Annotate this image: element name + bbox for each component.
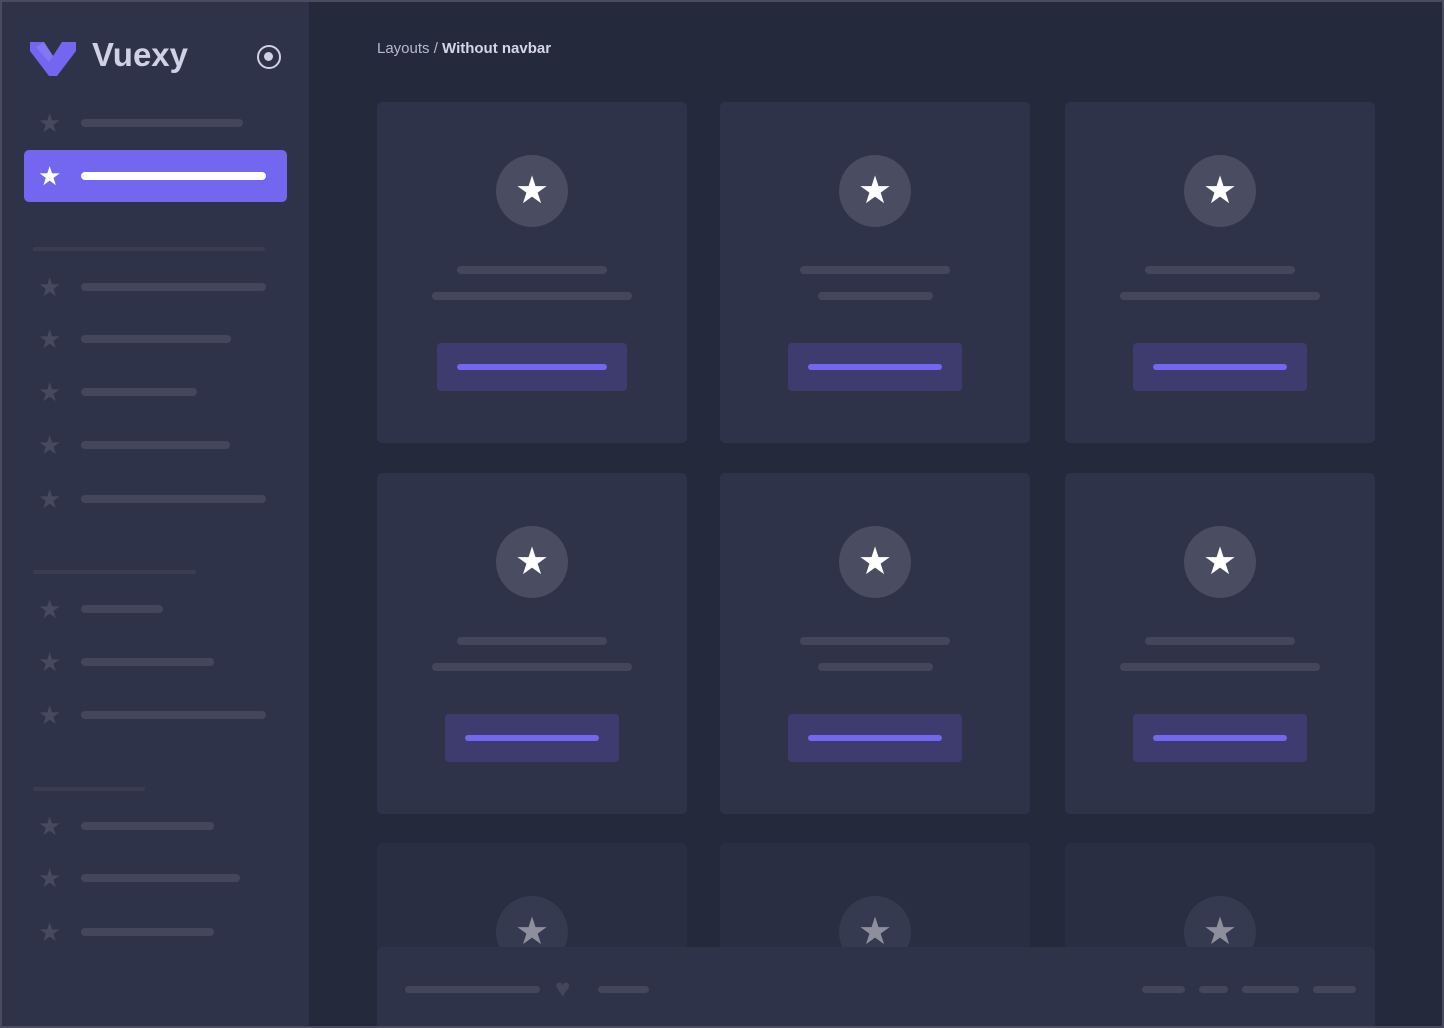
card-button[interactable] <box>1133 343 1307 391</box>
sidebar-item[interactable]: ★ <box>24 313 287 365</box>
sidebar-item-label-placeholder <box>81 335 231 343</box>
card: ★ <box>377 473 687 814</box>
card-text-placeholder <box>1120 292 1320 300</box>
button-label-placeholder <box>457 364 607 370</box>
card-button[interactable] <box>437 343 627 391</box>
sidebar-item-label-placeholder <box>81 711 266 719</box>
sidebar-item-label-placeholder <box>81 928 214 936</box>
sidebar-item-label-placeholder <box>81 658 214 666</box>
card-title-placeholder <box>800 266 950 274</box>
card-text-placeholder <box>1120 663 1320 671</box>
card: ★ <box>377 102 687 443</box>
star-icon: ★ <box>38 484 62 514</box>
card-button[interactable] <box>788 714 962 762</box>
sidebar-item[interactable]: ★ <box>24 261 287 313</box>
star-icon: ★ <box>38 161 62 191</box>
card-text-placeholder <box>817 292 933 300</box>
card-title-placeholder <box>800 637 950 645</box>
star-icon: ★ <box>496 526 568 598</box>
star-icon: ★ <box>38 108 62 138</box>
button-label-placeholder <box>808 735 942 741</box>
card-title-placeholder <box>457 637 607 645</box>
star-icon: ★ <box>38 811 62 841</box>
star-icon: ★ <box>38 863 62 893</box>
footer-text-placeholder <box>598 986 649 993</box>
card-button[interactable] <box>788 343 962 391</box>
star-icon: ★ <box>38 430 62 460</box>
card-title-placeholder <box>1145 266 1295 274</box>
breadcrumb-current: Without navbar <box>442 40 552 57</box>
button-label-placeholder <box>808 364 942 370</box>
star-icon: ★ <box>38 377 62 407</box>
star-icon: ★ <box>839 526 911 598</box>
star-icon: ★ <box>38 594 62 624</box>
star-icon: ★ <box>38 647 62 677</box>
sidebar-item[interactable]: ★ <box>24 473 287 525</box>
star-icon: ★ <box>38 917 62 947</box>
sidebar-item-label-placeholder <box>81 283 266 291</box>
sidebar-item-label-placeholder <box>81 388 197 396</box>
sidebar-item[interactable]: ★ <box>24 906 287 958</box>
sidebar-item[interactable]: ★ <box>24 689 287 741</box>
footer-link[interactable] <box>1142 986 1185 993</box>
vuexy-logo-icon <box>30 42 76 76</box>
sidebar-item-label-placeholder <box>81 495 266 503</box>
breadcrumb-parent[interactable]: Layouts / <box>377 40 438 57</box>
button-label-placeholder <box>465 735 599 741</box>
sidebar-item[interactable]: ★ <box>24 583 287 635</box>
star-icon: ★ <box>1184 155 1256 227</box>
sidebar: Vuexy ★ ★ ★ ★ ★ ★ ★ ★ ★ ★ ★ ★ ★ <box>2 2 309 1026</box>
sidebar-section-divider <box>33 787 145 791</box>
sidebar-item[interactable]: ★ <box>24 852 287 904</box>
sidebar-item-label-placeholder <box>81 822 214 830</box>
sidebar-item-label-placeholder <box>81 172 266 180</box>
sidebar-item[interactable]: ★ <box>24 800 287 852</box>
breadcrumb: Layouts / Without navbar <box>377 40 551 57</box>
sidebar-item-label-placeholder <box>81 119 243 127</box>
footer: ♥ <box>377 947 1375 1026</box>
sidebar-item[interactable]: ★ <box>24 97 287 149</box>
star-icon: ★ <box>38 324 62 354</box>
sidebar-item-label-placeholder <box>81 874 240 882</box>
star-icon: ★ <box>38 272 62 302</box>
pin-sidebar-toggle-icon[interactable] <box>257 45 281 69</box>
card-text-placeholder <box>432 663 632 671</box>
sidebar-item-label-placeholder <box>81 441 230 449</box>
card: ★ <box>1065 102 1375 443</box>
sidebar-item[interactable]: ★ <box>24 636 287 688</box>
star-icon: ★ <box>1184 526 1256 598</box>
card-title-placeholder <box>1145 637 1295 645</box>
card-text-placeholder <box>432 292 632 300</box>
sidebar-section-divider <box>33 570 196 574</box>
button-label-placeholder <box>1153 364 1287 370</box>
footer-link[interactable] <box>1242 986 1299 993</box>
card-text-placeholder <box>817 663 933 671</box>
footer-text-placeholder <box>405 986 540 993</box>
card-button[interactable] <box>445 714 619 762</box>
card-title-placeholder <box>457 266 607 274</box>
footer-link[interactable] <box>1199 986 1228 993</box>
sidebar-item-label-placeholder <box>81 605 163 613</box>
star-icon: ★ <box>38 700 62 730</box>
card: ★ <box>720 473 1030 814</box>
card-button[interactable] <box>1133 714 1307 762</box>
card: ★ <box>1065 473 1375 814</box>
brand-name: Vuexy <box>92 36 189 73</box>
card: ★ <box>720 102 1030 443</box>
heart-icon: ♥ <box>555 973 571 1003</box>
button-label-placeholder <box>1153 735 1287 741</box>
star-icon: ★ <box>839 155 911 227</box>
sidebar-item[interactable]: ★ <box>24 150 287 202</box>
footer-link[interactable] <box>1313 986 1356 993</box>
star-icon: ★ <box>496 155 568 227</box>
sidebar-item[interactable]: ★ <box>24 366 287 418</box>
sidebar-item[interactable]: ★ <box>24 419 287 471</box>
sidebar-section-divider <box>33 247 265 251</box>
